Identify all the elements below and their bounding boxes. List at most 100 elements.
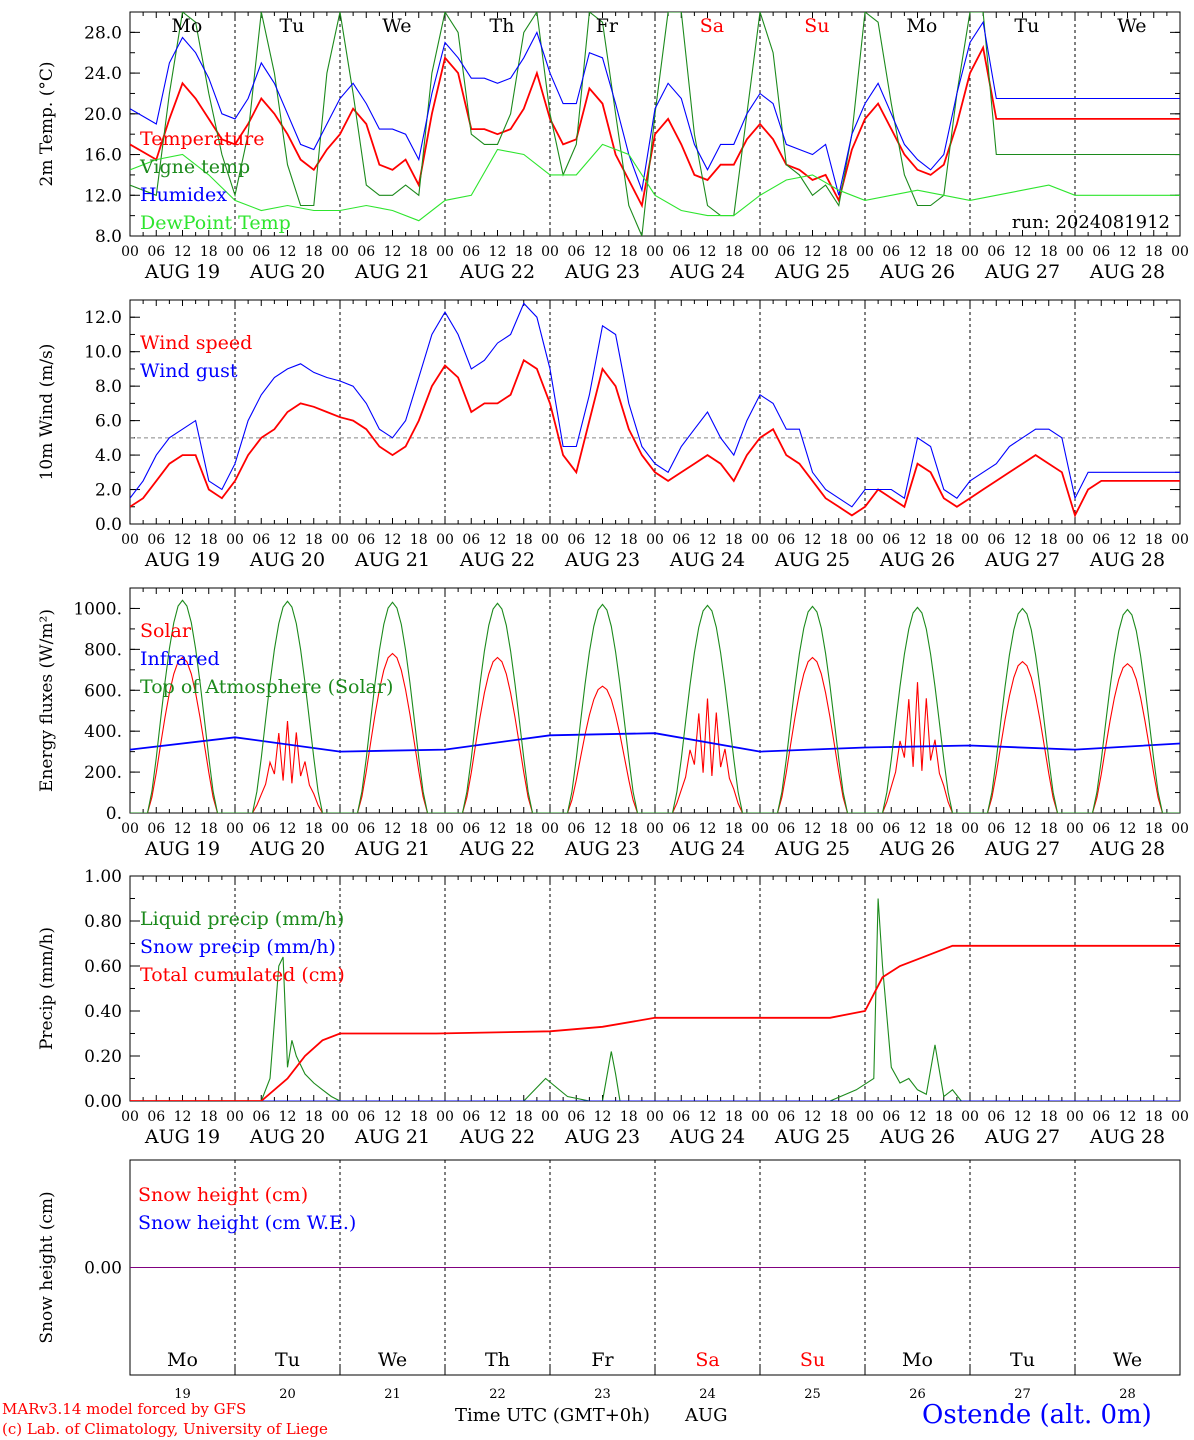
hour-label: 06 xyxy=(147,244,165,260)
hour-label: 12 xyxy=(699,821,717,837)
date-label: AUG 23 xyxy=(564,549,640,571)
hour-label: 12 xyxy=(804,244,822,260)
hour-label: 00 xyxy=(226,244,244,260)
hour-label: 18 xyxy=(200,821,218,837)
hour-label: 06 xyxy=(672,821,690,837)
series-line-humidex xyxy=(130,20,1180,196)
hour-label: 00 xyxy=(331,532,349,548)
y-axis-title: Energy fluxes (W/m²) xyxy=(37,609,57,792)
hour-label: 00 xyxy=(436,821,454,837)
series-line-dewpoint-temp xyxy=(130,143,1180,222)
hour-label: 18 xyxy=(200,244,218,260)
hour-label: 18 xyxy=(410,1109,428,1125)
day-number: 21 xyxy=(384,1387,401,1402)
hour-label: 18 xyxy=(305,821,323,837)
hour-label: 12 xyxy=(594,532,612,548)
hour-label: 12 xyxy=(1119,532,1137,548)
hour-label: 06 xyxy=(1092,821,1110,837)
day-name: Mo xyxy=(167,1349,198,1371)
y-tick-label: 800. xyxy=(84,640,122,660)
hour-label: 00 xyxy=(121,1109,139,1125)
legend-entry: Temperature xyxy=(140,128,264,150)
y-tick-label: 0.00 xyxy=(84,1092,122,1112)
date-label: AUG 25 xyxy=(774,838,850,860)
hour-label: 06 xyxy=(147,1109,165,1125)
hour-label: 18 xyxy=(1145,532,1163,548)
day-number: 20 xyxy=(279,1387,296,1402)
date-label: AUG 19 xyxy=(144,1126,220,1148)
hour-label: 12 xyxy=(384,244,402,260)
hour-label: 00 xyxy=(226,532,244,548)
y-axis-title: Precip (mm/h) xyxy=(37,927,57,1050)
hour-label: 18 xyxy=(1040,532,1058,548)
date-label: AUG 19 xyxy=(144,549,220,571)
hour-label: 06 xyxy=(987,532,1005,548)
hour-label: 06 xyxy=(1092,1109,1110,1125)
hour-label: 12 xyxy=(1014,244,1032,260)
hour-label: 06 xyxy=(672,244,690,260)
series-line-vigne-temp xyxy=(130,12,1180,236)
series-line-wind-gust xyxy=(130,302,1180,508)
hour-label: 06 xyxy=(777,532,795,548)
series-line-liquid-precip-mm-h- xyxy=(130,898,1180,1101)
hour-label: 12 xyxy=(174,244,192,260)
y-tick-label: 28.0 xyxy=(84,23,122,43)
hour-label: 18 xyxy=(410,244,428,260)
hour-label: 12 xyxy=(384,821,402,837)
legend-entry: Snow height (cm) xyxy=(138,1184,308,1206)
hour-label: 00 xyxy=(436,244,454,260)
day-name: We xyxy=(382,15,411,37)
y-tick-label: 0.80 xyxy=(84,912,122,932)
hour-label: 06 xyxy=(987,1109,1005,1125)
hour-label: 00 xyxy=(436,532,454,548)
day-name: Mo xyxy=(902,1349,933,1371)
panel-wind: 0.0 2.0 4.0 6.0 8.0 10.0 12.0 10m Wind (m/s) 00 0… xyxy=(37,299,1189,571)
day-name: Mo xyxy=(906,15,937,37)
hour-label: 00 xyxy=(331,1109,349,1125)
legend-entry: Total cumulated (cm) xyxy=(140,964,345,986)
hour-label: 06 xyxy=(987,821,1005,837)
hour-label: 12 xyxy=(594,244,612,260)
hour-label: 00 xyxy=(121,532,139,548)
day-name: Sa xyxy=(695,1349,719,1371)
hour-label: 12 xyxy=(699,244,717,260)
hour-label: 18 xyxy=(1040,1109,1058,1125)
hour-label: 18 xyxy=(830,244,848,260)
hour-label: 06 xyxy=(882,1109,900,1125)
model-credit: MARv3.14 model forced by GFS xyxy=(2,1400,247,1418)
y-tick-label: 12.0 xyxy=(84,186,122,206)
date-label: AUG 25 xyxy=(774,549,850,571)
hour-label: 18 xyxy=(1145,1109,1163,1125)
hour-label: 06 xyxy=(672,1109,690,1125)
day-number: 19 xyxy=(174,1387,191,1402)
y-axis-title: 10m Wind (m/s) xyxy=(37,344,57,481)
series-line-solar xyxy=(130,652,1180,813)
hour-label: 00 xyxy=(751,532,769,548)
day-name: Tu xyxy=(1010,1349,1035,1371)
date-label: AUG 26 xyxy=(879,549,955,571)
date-label: AUG 23 xyxy=(564,1126,640,1148)
hour-label: 06 xyxy=(357,532,375,548)
legend-entry: Top of Atmosphere (Solar) xyxy=(140,676,393,698)
date-label: AUG 27 xyxy=(984,1126,1060,1148)
day-name: We xyxy=(1117,15,1146,37)
hour-label: 12 xyxy=(1014,1109,1032,1125)
date-label: AUG 22 xyxy=(459,838,535,860)
hour-label: 00 xyxy=(1066,244,1084,260)
date-label: AUG 27 xyxy=(984,838,1060,860)
hour-label: 00 xyxy=(436,1109,454,1125)
hour-label: 12 xyxy=(279,532,297,548)
day-number: 27 xyxy=(1014,1387,1031,1402)
y-tick-label: 10.0 xyxy=(84,343,122,363)
hour-label: 06 xyxy=(882,244,900,260)
hour-label: 00 xyxy=(1171,821,1189,837)
hour-label: 06 xyxy=(567,244,585,260)
day-name: Tu xyxy=(279,15,304,37)
date-label: AUG 22 xyxy=(459,261,535,283)
hour-label: 12 xyxy=(489,1109,507,1125)
series-group xyxy=(130,898,1180,1101)
series-line-top-of-atmosphere-solar- xyxy=(130,599,1180,813)
date-label: AUG 21 xyxy=(354,1126,430,1148)
hour-label: 06 xyxy=(357,821,375,837)
hour-label: 12 xyxy=(1119,1109,1137,1125)
